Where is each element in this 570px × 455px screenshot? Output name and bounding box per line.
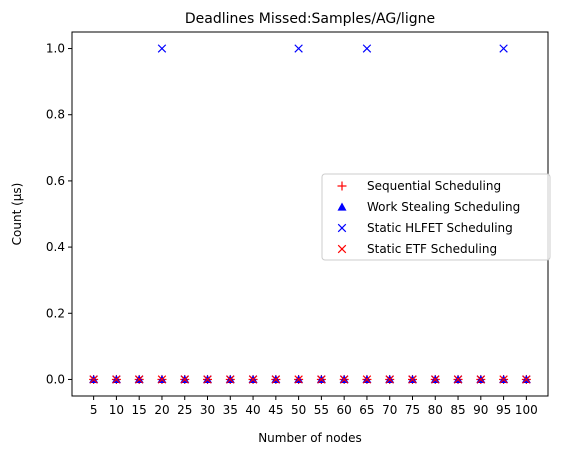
x-tick-label: 55 (314, 403, 329, 417)
x-tick-label: 30 (200, 403, 215, 417)
x-tick-label: 100 (515, 403, 538, 417)
x-tick-label: 50 (291, 403, 306, 417)
legend-entry-label: Work Stealing Scheduling (367, 200, 520, 214)
legend-marker (337, 181, 347, 191)
data-point (317, 375, 326, 384)
x-tick-label: 15 (132, 403, 147, 417)
x-tick-label: 20 (154, 403, 169, 417)
data-point (522, 375, 531, 384)
x-axis-ticks: 5 10 15 20 25 30 35 40 45 50 55 60 65 70 75 80 85 90 95 100 (90, 396, 538, 417)
y-tick-label: 0.0 (46, 372, 65, 386)
data-markers (89, 44, 531, 384)
data-point (362, 375, 372, 384)
legend-entry-label: Static HLFET Scheduling (367, 221, 513, 235)
legend-marker (337, 244, 347, 254)
y-axis-label: Count (µs) (10, 183, 24, 246)
x-tick-label: 35 (223, 403, 238, 417)
data-point (180, 375, 189, 384)
data-point (476, 375, 486, 384)
x-tick-label: 40 (245, 403, 260, 417)
data-point (408, 375, 417, 384)
data-point (499, 44, 508, 53)
legend-marker (337, 223, 347, 233)
legend-entry-label: Static ETF Scheduling (367, 242, 497, 256)
x-tick-label: 60 (337, 403, 352, 417)
x-tick-label: 75 (405, 403, 420, 417)
x-axis-label: Number of nodes (258, 431, 362, 445)
data-point (294, 375, 303, 384)
data-point (134, 375, 144, 384)
x-tick-label: 45 (268, 403, 283, 417)
data-point (453, 375, 463, 384)
data-point (385, 375, 394, 384)
x-tick-label: 90 (473, 403, 488, 417)
data-point (248, 375, 258, 384)
x-tick-label: 25 (177, 403, 192, 417)
data-point (294, 44, 303, 53)
y-axis-ticks: 0.0 0.2 0.4 0.6 0.8 1.0 (46, 42, 72, 386)
legend-frame (321, 173, 551, 261)
x-tick-label: 80 (428, 403, 443, 417)
legend-marker (337, 202, 347, 211)
data-point (226, 375, 235, 384)
x-tick-label: 5 (90, 403, 98, 417)
legend: Sequential Scheduling Work Stealing Sched… (321, 173, 551, 261)
legend-entry-label: Sequential Scheduling (367, 179, 501, 193)
data-point (499, 375, 508, 384)
data-point (362, 44, 372, 53)
data-point (431, 375, 440, 384)
data-point (89, 375, 98, 384)
data-point (271, 375, 281, 384)
y-tick-label: 0.2 (46, 306, 65, 320)
y-tick-label: 0.4 (46, 240, 65, 254)
data-point (203, 375, 212, 384)
data-point (112, 375, 121, 384)
x-tick-label: 65 (359, 403, 374, 417)
data-point (339, 375, 349, 384)
y-tick-label: 1.0 (46, 42, 65, 56)
chart-title: Deadlines Missed:Samples/AG/ligne (185, 11, 435, 27)
x-tick-label: 85 (450, 403, 465, 417)
data-point (157, 44, 167, 53)
y-tick-label: 0.8 (46, 108, 65, 122)
data-point (157, 375, 167, 384)
x-tick-label: 10 (109, 403, 124, 417)
y-tick-label: 0.6 (46, 174, 65, 188)
x-tick-label: 70 (382, 403, 397, 417)
x-tick-label: 95 (496, 403, 511, 417)
